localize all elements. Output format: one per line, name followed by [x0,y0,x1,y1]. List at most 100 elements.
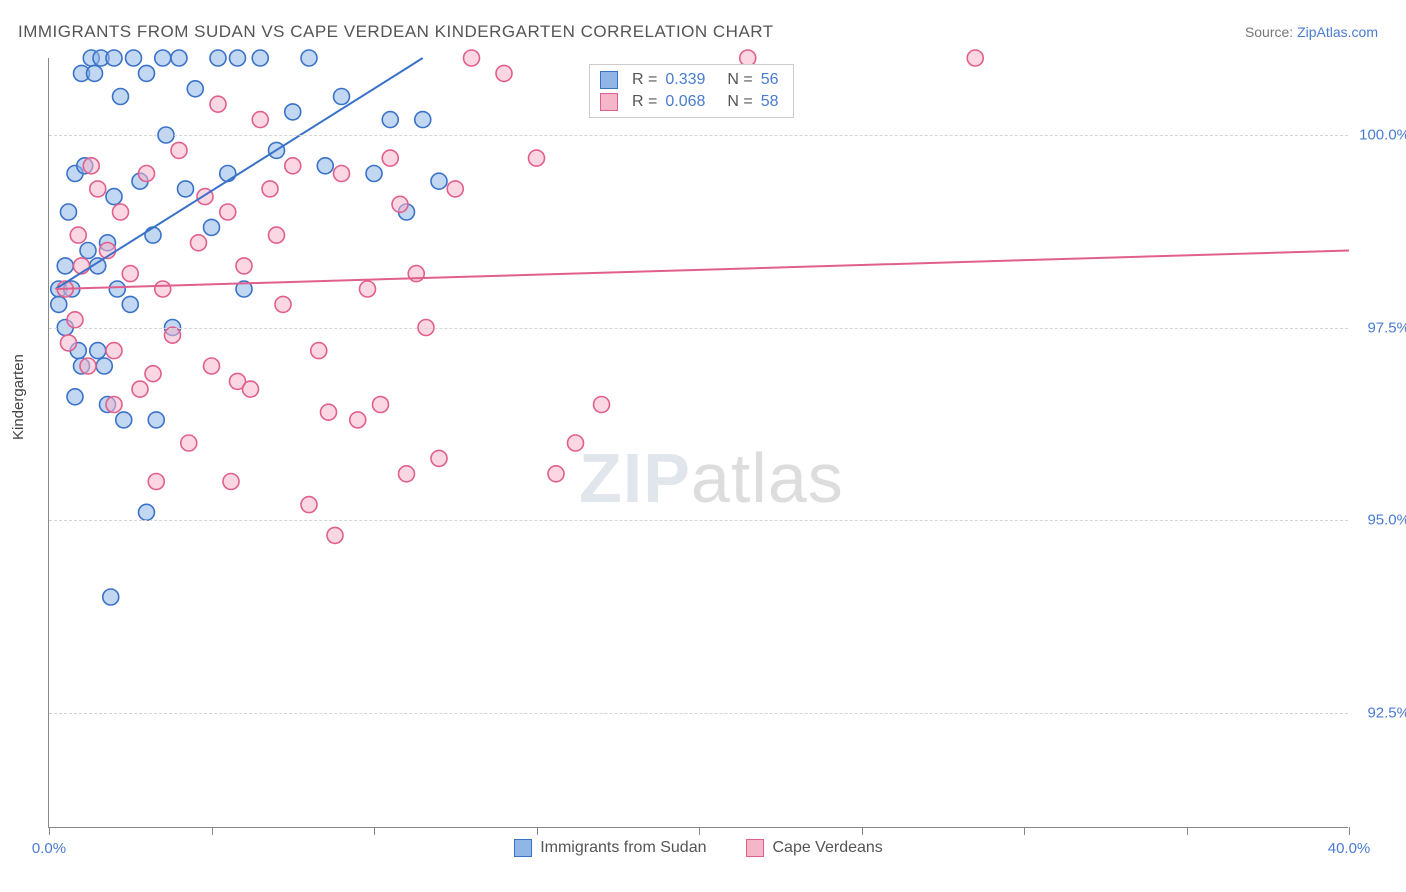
legend-swatch [514,839,532,857]
gridline [49,520,1348,521]
x-tick [212,827,213,835]
data-point [80,358,96,374]
data-point [366,166,382,182]
data-point [529,150,545,166]
legend-r-label: R = [632,71,657,89]
data-point [447,181,463,197]
data-point [360,281,376,297]
data-point [139,65,155,81]
data-point [148,412,164,428]
data-point [548,466,564,482]
data-point [122,296,138,312]
legend-n-label: N = [727,93,752,111]
data-point [210,50,226,66]
x-tick [699,827,700,835]
legend-series-item: Cape Verdeans [746,839,882,857]
data-point [67,312,83,328]
legend-swatch [600,71,618,89]
source-label: Source: [1245,24,1297,40]
data-point [155,50,171,66]
data-point [106,189,122,205]
data-point [57,258,73,274]
data-point [431,450,447,466]
data-point [116,412,132,428]
data-point [145,366,161,382]
data-point [113,204,129,220]
data-point [321,404,337,420]
x-tick-label: 40.0% [1328,840,1371,857]
legend-series: Immigrants from Sudan Cape Verdeans [49,839,1348,857]
source-link[interactable]: ZipAtlas.com [1297,24,1378,40]
data-point [109,281,125,297]
data-point [122,266,138,282]
legend-stats-row: R = 0.068 N = 58 [600,91,779,113]
data-point [382,150,398,166]
data-point [165,327,181,343]
y-axis-label: Kindergarten [10,354,27,440]
data-point [311,343,327,359]
legend-r-value: 0.068 [665,93,705,111]
data-point [301,50,317,66]
legend-n-label: N = [727,71,752,89]
x-tick [1024,827,1025,835]
data-point [61,335,77,351]
data-point [90,343,106,359]
gridline [49,713,1348,714]
data-point [230,50,246,66]
data-point [350,412,366,428]
legend-series-label: Immigrants from Sudan [540,839,706,857]
legend-stats-row: R =0.339N =56 [600,69,779,91]
legend-swatch [746,839,764,857]
data-point [70,227,86,243]
data-point [204,219,220,235]
data-point [210,96,226,112]
data-point [220,166,236,182]
data-point [373,397,389,413]
y-tick-label: 97.5% [1367,319,1406,336]
data-point [285,104,301,120]
data-point [204,358,220,374]
data-point [594,397,610,413]
chart-title: IMMIGRANTS FROM SUDAN VS CAPE VERDEAN KI… [18,22,774,42]
legend-stats: R =0.339N =56R =0.068N =58 [589,64,794,118]
data-point [106,50,122,66]
legend-r-label: R = [632,93,657,111]
x-tick [374,827,375,835]
data-point [252,112,268,128]
x-tick [1187,827,1188,835]
data-point [496,65,512,81]
data-point [431,173,447,189]
data-point [236,258,252,274]
data-point [301,497,317,513]
legend-swatch [600,93,618,111]
data-point [103,589,119,605]
data-point [252,50,268,66]
data-point [191,235,207,251]
source-attribution: Source: ZipAtlas.com [1245,24,1378,40]
data-point [464,50,480,66]
data-point [51,296,67,312]
data-point [67,389,83,405]
data-point [243,381,259,397]
data-point [223,474,239,490]
legend-r-value: 0.339 [665,71,705,89]
data-point [148,474,164,490]
data-point [334,166,350,182]
data-point [171,142,187,158]
legend-n-value: 58 [761,93,779,111]
data-point [96,358,112,374]
gridline [49,328,1348,329]
y-tick-label: 100.0% [1359,127,1406,144]
data-point [90,181,106,197]
data-point [392,196,408,212]
data-point [106,343,122,359]
data-point [155,281,171,297]
data-point [126,50,142,66]
y-tick-label: 92.5% [1367,704,1406,721]
x-tick [537,827,538,835]
data-point [275,296,291,312]
data-point [171,50,187,66]
data-point [415,112,431,128]
data-point [83,158,99,174]
data-point [181,435,197,451]
